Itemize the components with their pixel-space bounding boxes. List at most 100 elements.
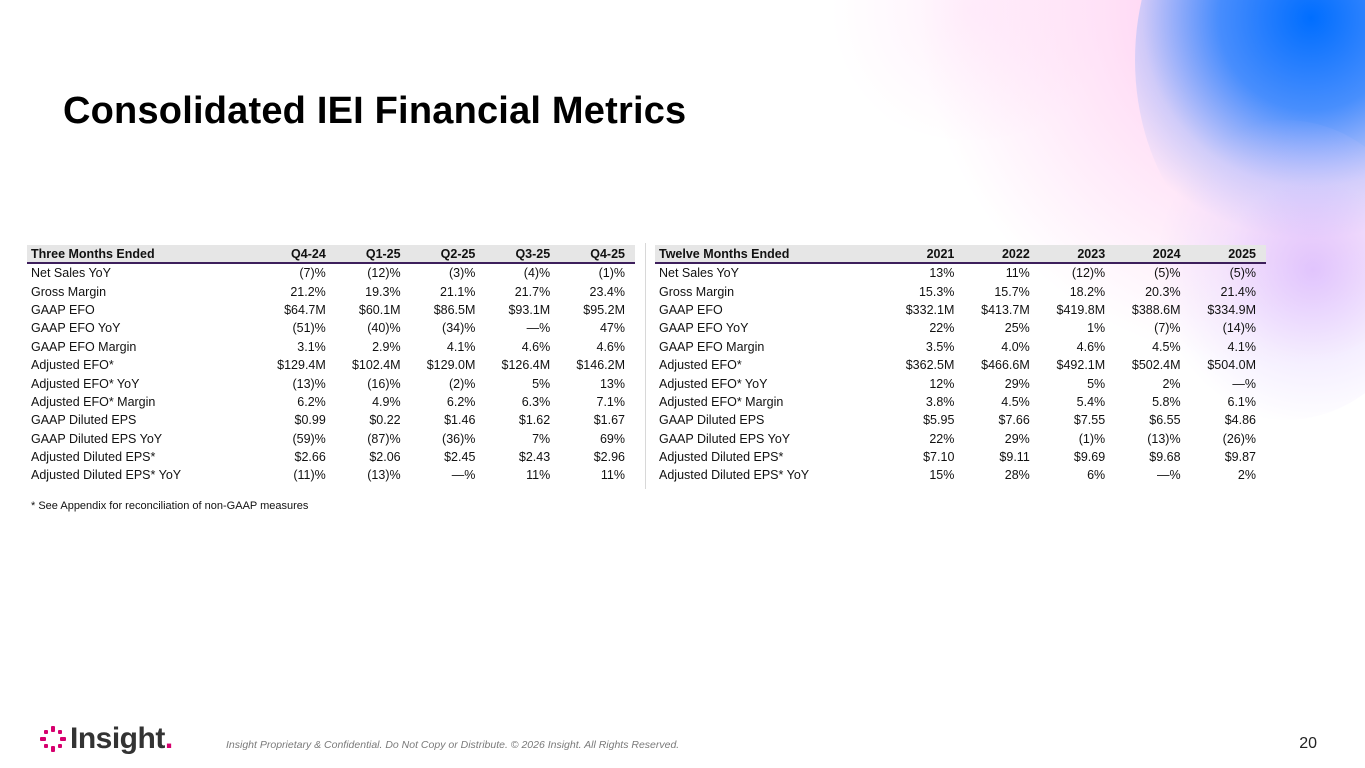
table-row: Gross Margin 15.3% 15.7% 18.2% 20.3% 21.4%: [655, 282, 1266, 300]
table-cell: (1)%: [598, 266, 625, 281]
table-cell: $504.0M: [1207, 358, 1256, 373]
table-cell: 47%: [599, 321, 625, 336]
table-cell: 13%: [929, 266, 955, 281]
page-number: 20: [1299, 735, 1317, 752]
row-label: Gross Margin: [31, 284, 107, 299]
table-row: GAAP EFO $64.7M $60.1M $86.5M $93.1M $95.2M: [27, 301, 635, 319]
table-cell: (12)%: [1071, 266, 1106, 281]
table-cell: (36)%: [442, 431, 476, 446]
table-cell: 29%: [1004, 376, 1030, 391]
table-cell: (87)%: [367, 431, 401, 446]
table-cell: (7)%: [299, 266, 326, 281]
row-label: GAAP Diluted EPS: [31, 413, 137, 428]
table-cell: $492.1M: [1056, 358, 1106, 373]
row-label: GAAP EFO Margin: [659, 339, 765, 354]
table-cell: 12%: [929, 376, 955, 391]
table-cell: $86.5M: [433, 302, 476, 317]
column-header: Q4-24: [261, 245, 336, 264]
table-cell: $126.4M: [501, 358, 551, 373]
table-row: GAAP EFO $332.1M $413.7M $419.8M $388.6M $334…: [655, 301, 1266, 319]
row-label: GAAP Diluted EPS YoY: [31, 431, 163, 446]
table-cell: $2.45: [444, 450, 476, 465]
table-cell: $102.4M: [351, 358, 401, 373]
row-label: Adjusted Diluted EPS*: [31, 450, 156, 465]
table-cell: 28%: [1004, 468, 1030, 483]
table-cell: 69%: [599, 431, 625, 446]
table-row: Adjusted Diluted EPS* YoY (11)% (13)% —% 11%…: [27, 466, 635, 484]
table-cell: $9.69: [1073, 450, 1106, 465]
row-label: GAAP Diluted EPS YoY: [659, 431, 791, 446]
table-cell: 3.5%: [925, 339, 955, 354]
footnote: * See Appendix for reconciliation of non…: [31, 500, 309, 512]
table-cell: 2%: [1237, 468, 1256, 483]
table-cell: $466.6M: [981, 358, 1030, 373]
table-cell: 4.9%: [372, 394, 401, 409]
row-label: Adjusted Diluted EPS* YoY: [659, 468, 810, 483]
table-cell: $64.7M: [284, 302, 326, 317]
table-cell: 4.0%: [1001, 339, 1030, 354]
table-row: Adjusted Diluted EPS* YoY 15% 28% 6% —% 2%: [655, 466, 1266, 484]
table-header-row: Twelve Months Ended 2021 2022 2023 2024 …: [655, 245, 1266, 264]
table-cell: (14)%: [1222, 321, 1256, 336]
table-cell: $419.8M: [1056, 302, 1106, 317]
table-cell: $9.11: [999, 450, 1030, 465]
table-cell: $1.67: [593, 413, 625, 428]
column-header: Three Months Ended: [27, 245, 261, 264]
table-cell: 21.2%: [290, 284, 326, 299]
table-cell: $334.9M: [1207, 302, 1256, 317]
table-cell: 11%: [526, 468, 551, 483]
table-cell: $1.46: [444, 413, 476, 428]
table-cell: (2)%: [448, 376, 476, 391]
table-cell: 2.9%: [372, 339, 401, 354]
table-cell: 6.3%: [521, 394, 551, 409]
table-cell: —%: [526, 321, 551, 336]
table-cell: 21.1%: [439, 284, 476, 299]
row-label: GAAP EFO: [659, 302, 723, 317]
row-label: Net Sales YoY: [659, 266, 739, 281]
table-cell: 5.4%: [1076, 394, 1106, 409]
table-row: Adjusted Diluted EPS* $7.10 $9.11 $9.69 $9.6…: [655, 448, 1266, 466]
table-cell: 7%: [532, 431, 551, 446]
table-cell: 5%: [1087, 376, 1106, 391]
table-cell: $0.22: [369, 413, 401, 428]
table-cell: 19.3%: [365, 284, 401, 299]
table-cell: $7.10: [923, 450, 955, 465]
table-cell: 21.4%: [1220, 284, 1256, 299]
table-cell: 4.6%: [596, 339, 626, 354]
table-cell: —%: [1156, 468, 1181, 483]
row-label: GAAP EFO YoY: [659, 321, 749, 336]
table-row: Adjusted EFO* Margin 6.2% 4.9% 6.2% 6.3% 7.1%: [27, 393, 635, 411]
table-row: Gross Margin 21.2% 19.3% 21.1% 21.7% 23.4%: [27, 282, 635, 300]
column-header: Q4-25: [560, 245, 635, 264]
table-cell: 4.6%: [1076, 339, 1106, 354]
column-header: 2025: [1190, 245, 1266, 264]
row-label: Adjusted EFO* YoY: [31, 376, 140, 391]
table-cell: 11%: [1005, 266, 1030, 281]
column-header: Q1-25: [335, 245, 411, 264]
table-cell: $129.0M: [426, 358, 476, 373]
table-cell: 3.1%: [297, 339, 326, 354]
table-cell: —%: [451, 468, 476, 483]
table-cell: $502.4M: [1131, 358, 1181, 373]
table-cell: $0.99: [294, 413, 326, 428]
row-label: GAAP Diluted EPS: [659, 413, 765, 428]
table-cell: 21.7%: [514, 284, 551, 299]
table-cell: (34)%: [442, 321, 476, 336]
table-row: GAAP EFO Margin 3.5% 4.0% 4.6% 4.5% 4.1%: [655, 338, 1266, 356]
table-row: Net Sales YoY 13% 11% (12)% (5)% (5)%: [655, 263, 1266, 282]
table-cell: $388.6M: [1131, 302, 1181, 317]
table-row: GAAP EFO Margin 3.1% 2.9% 4.1% 4.6% 4.6%: [27, 338, 635, 356]
table-cell: $93.1M: [508, 302, 551, 317]
row-label: Adjusted Diluted EPS*: [659, 450, 784, 465]
table-row: Adjusted EFO* $129.4M $102.4M $129.0M $126.4…: [27, 356, 635, 374]
table-cell: 4.5%: [1001, 394, 1030, 409]
column-header: 2021: [889, 245, 965, 264]
table-row: Adjusted Diluted EPS* $2.66 $2.06 $2.45 $2.4…: [27, 448, 635, 466]
table-row: Adjusted EFO* YoY (13)% (16)% (2)% 5% 13%: [27, 374, 635, 392]
table-cell: 15%: [929, 468, 955, 483]
column-header: Q2-25: [410, 245, 486, 264]
table-cell: $6.55: [1149, 413, 1181, 428]
table-cell: (1)%: [1078, 431, 1106, 446]
column-header: 2023: [1039, 245, 1116, 264]
table-cell: (11)%: [293, 468, 326, 483]
